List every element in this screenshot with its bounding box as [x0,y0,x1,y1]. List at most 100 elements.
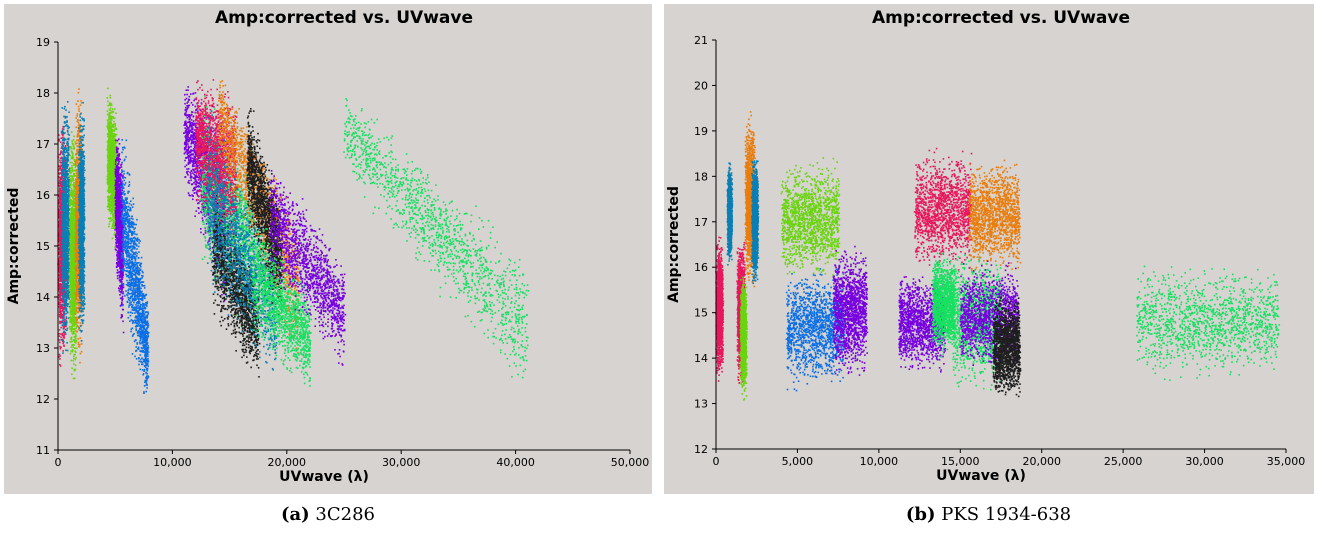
data-point [66,237,68,240]
data-point [66,207,68,210]
data-point [63,148,66,151]
data-point [73,147,76,150]
data-point [58,303,60,306]
data-point [70,217,73,220]
data-point [78,110,80,112]
data-point [77,119,79,121]
data-point [64,294,66,297]
data-point [77,133,80,136]
data-point [63,330,65,333]
data-point [63,341,65,343]
data-point [73,308,76,311]
data-point [67,276,70,279]
data-point [72,224,75,227]
data-point [67,236,70,238]
data-point [75,117,77,119]
data-point [61,218,63,220]
data-point [73,295,76,297]
data-point [77,273,80,275]
point-cluster [60,101,71,354]
data-point [64,231,66,233]
data-point [68,205,70,207]
data-point [71,255,73,258]
data-point [61,204,63,207]
data-point [66,278,69,280]
data-point [74,227,76,229]
data-point [72,211,75,213]
data-point [72,283,75,285]
data-point [66,149,69,151]
data-point [61,270,64,273]
data-point [74,323,77,325]
data-point [62,229,65,232]
data-point [66,170,68,172]
data-point [73,229,76,232]
data-point [61,305,63,307]
data-point [60,182,63,184]
data-point [70,131,73,133]
data-point [60,183,62,186]
data-point [60,249,63,252]
data-point [71,212,74,214]
data-point [69,221,72,223]
data-point [72,327,75,330]
data-point [67,144,69,146]
data-point [64,195,67,197]
data-point [73,323,75,325]
data-point [71,200,73,202]
data-point [60,232,62,234]
data-point [64,180,67,182]
data-point [61,300,64,303]
data-point [62,285,64,288]
data-point [60,150,62,152]
data-point [58,169,60,171]
data-point [73,135,75,138]
data-point [71,332,74,335]
data-point [73,219,76,222]
data-point [62,233,64,235]
data-point [58,353,61,356]
data-point [71,176,74,179]
data-point [80,102,83,104]
data-point [75,215,77,217]
data-point [63,296,66,298]
data-point [70,260,72,262]
data-point [65,214,68,216]
data-point [65,317,68,319]
data-point [59,311,62,314]
data-point [62,239,65,241]
data-point [60,266,63,269]
data-point [70,244,73,246]
data-point [63,271,65,274]
data-point [66,165,69,167]
data-point [73,164,75,166]
data-point [73,260,75,262]
data-point [73,250,75,253]
data-point [63,317,65,319]
data-point [62,287,64,289]
data-point [66,116,68,118]
data-point [76,347,78,350]
data-point [76,219,78,222]
data-point [70,283,73,285]
data-point [65,312,67,315]
data-point [74,291,77,294]
data-point [62,352,64,354]
data-point [65,277,67,280]
data-point [70,328,72,330]
data-point [78,287,80,289]
data-point [76,331,78,333]
data-point [67,180,69,183]
data-point [60,213,62,215]
data-point [63,345,65,347]
data-point [61,107,63,109]
data-point [65,167,67,169]
data-point [59,190,62,192]
data-point [61,160,64,163]
data-point [64,290,67,293]
data-point [58,253,61,255]
data-point [59,206,62,208]
data-point [66,167,68,169]
data-point [63,292,65,295]
data-point [65,234,67,236]
